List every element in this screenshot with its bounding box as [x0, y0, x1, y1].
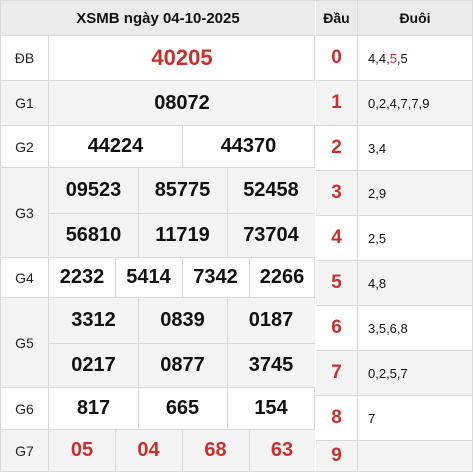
prize-number: 0877 — [160, 354, 205, 376]
prize-number: 2232 — [59, 266, 105, 288]
prize-number: 73704 — [243, 224, 299, 246]
prize-label: G5 — [1, 298, 49, 387]
prize-number: 56810 — [65, 224, 122, 246]
prize-number: 0217 — [71, 354, 116, 376]
prize-number: 0187 — [248, 309, 294, 331]
prize-number: 154 — [254, 397, 288, 419]
prize-label: G6 — [1, 388, 49, 429]
prize-number: 3312 — [71, 309, 116, 331]
prize-label: G4 — [1, 258, 49, 297]
duoi-digits: 3,5,6,8 — [368, 320, 408, 336]
prize-row-g3: G3 09523 85775 52458 56810 11719 73704 — [1, 167, 315, 257]
loto-row: 4 2,5 — [316, 215, 472, 260]
loto-row: 3 2,9 — [316, 170, 472, 215]
duoi-digits: 0,2,5,7 — [368, 365, 408, 381]
prize-number: 52458 — [243, 179, 299, 201]
prize-number: 665 — [165, 397, 200, 419]
prize-label: G7 — [1, 430, 49, 471]
prize-number: 11719 — [155, 224, 210, 246]
prize-number: 08072 — [154, 91, 210, 114]
dau-digit: 0 — [316, 36, 358, 80]
prize-number: 09523 — [65, 179, 122, 201]
duoi-digits: 3,4 — [368, 140, 387, 156]
loto-row: 8 7 — [316, 395, 472, 440]
dau-digit: 1 — [316, 81, 358, 125]
prize-number: 68 — [204, 439, 227, 461]
loto-row: 9 — [316, 440, 472, 471]
dau-digit: 3 — [316, 171, 358, 215]
dau-digit: 6 — [316, 306, 358, 350]
prize-number: 63 — [270, 439, 294, 461]
loto-row: 6 3,5,6,8 — [316, 305, 472, 350]
dau-digit: 2 — [316, 126, 358, 170]
duoi-digits: 4,8 — [368, 275, 387, 291]
prize-label: G2 — [1, 126, 49, 167]
prize-number: 5414 — [126, 266, 171, 288]
dau-digit: 9 — [316, 441, 358, 471]
prize-label: G1 — [1, 81, 49, 125]
prize-row-g5: G5 3312 0839 0187 0217 0877 3745 — [1, 297, 315, 387]
loto-table: Đầu Đuôi 0 4,4, 5,5 1 0,2,4,7,7,9 2 3,4 3… — [316, 1, 472, 471]
duoi-digits: 0,2,4,7,7,9 — [368, 95, 430, 111]
prize-row-g1: G1 08072 — [1, 80, 315, 125]
prize-number: 3745 — [248, 354, 294, 376]
loto-row: 5 4,8 — [316, 260, 472, 305]
dau-header: Đầu — [316, 1, 358, 35]
prize-number: 2266 — [259, 266, 305, 288]
prize-number: 85775 — [154, 179, 211, 201]
prize-table: XSMB ngày 04-10-2025 ĐB 40205 G1 08072 G… — [1, 1, 315, 471]
prize-label: G3 — [1, 168, 49, 257]
dau-digit: 8 — [316, 396, 358, 440]
duoi-header: Đuôi — [399, 10, 431, 26]
prize-number: 44370 — [220, 135, 277, 157]
loto-row: 1 0,2,4,7,7,9 — [316, 80, 472, 125]
duoi-digits: 2,9 — [368, 185, 387, 201]
loto-header: Đầu Đuôi — [316, 1, 472, 35]
prize-row-g2: G2 44224 44370 — [1, 125, 315, 167]
dau-digit: 5 — [316, 261, 358, 305]
loto-row: 7 0,2,5,7 — [316, 350, 472, 395]
results-title: XSMB ngày 04-10-2025 — [1, 1, 315, 35]
prize-number: 7342 — [193, 266, 238, 288]
duoi-digits: 7 — [368, 410, 376, 426]
prize-number: 44224 — [87, 135, 144, 157]
loto-row: 2 3,4 — [316, 125, 472, 170]
duoi-digits: 4,4, 5,5 — [368, 50, 408, 66]
special-prize-number: 40205 — [151, 45, 213, 70]
prize-row-g6: G6 817 665 154 — [1, 387, 315, 429]
loto-row: 0 4,4, 5,5 — [316, 35, 472, 80]
dau-digit: 7 — [316, 351, 358, 395]
duoi-highlight: 5 — [389, 50, 397, 66]
prize-row-db: ĐB 40205 — [1, 35, 315, 80]
prize-number: 04 — [137, 439, 160, 461]
dau-digit: 4 — [316, 216, 358, 260]
prize-number: 0839 — [160, 309, 205, 331]
prize-row-g7: G7 05 04 68 63 — [1, 429, 315, 471]
prize-number: 05 — [70, 439, 94, 461]
prize-row-g4: G4 2232 5414 7342 2266 — [1, 257, 315, 297]
prize-number: 817 — [76, 397, 111, 419]
duoi-digits: 2,5 — [368, 230, 387, 246]
prize-label: ĐB — [1, 36, 49, 80]
